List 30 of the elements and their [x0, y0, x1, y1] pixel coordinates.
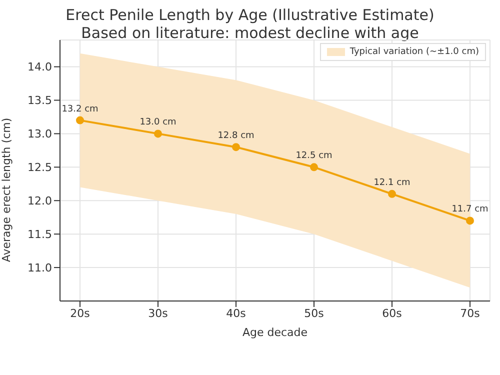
y-tick-label: 12.5	[28, 161, 52, 174]
legend-label: Typical variation (~±1.0 cm)	[350, 47, 479, 57]
data-label: 11.7 cm	[452, 204, 488, 215]
x-tick-label: 70s	[460, 306, 480, 320]
y-tick-label: 11.5	[28, 228, 52, 241]
x-tick-label: 20s	[70, 306, 90, 320]
y-tick-label: 12.0	[28, 194, 52, 208]
point	[232, 143, 240, 152]
data-label: 13.2 cm	[62, 104, 98, 114]
data-label: 12.8 cm	[218, 131, 254, 142]
y-tick-label: 14.0	[28, 60, 52, 74]
data-label: 12.1 cm	[374, 178, 410, 188]
point	[466, 216, 474, 225]
x-axis-title: Age decade	[242, 326, 308, 339]
chart-title: Erect Penile Length by Age (Illustrative Estimate)	[64, 6, 436, 24]
point	[388, 190, 396, 198]
y-tick-label: 13.5	[28, 94, 52, 108]
point	[154, 130, 162, 138]
y-axis-title: Average erect length (cm)	[0, 118, 13, 262]
chart-subtitle: Based on literature: modest decline with age	[80, 24, 420, 42]
y-tick-label: 13.0	[28, 128, 52, 141]
x-tick-label: 40s	[226, 306, 246, 320]
x-tick-label: 60s	[382, 306, 402, 320]
x-tick-label: 30s	[148, 306, 168, 320]
data-label: 12.5 cm	[296, 151, 332, 162]
point	[76, 116, 84, 124]
y-tick-label: 11.0	[28, 261, 52, 274]
data-label: 13.0 cm	[140, 118, 176, 128]
x-tick-label: 50s	[304, 306, 324, 320]
point	[310, 163, 318, 172]
